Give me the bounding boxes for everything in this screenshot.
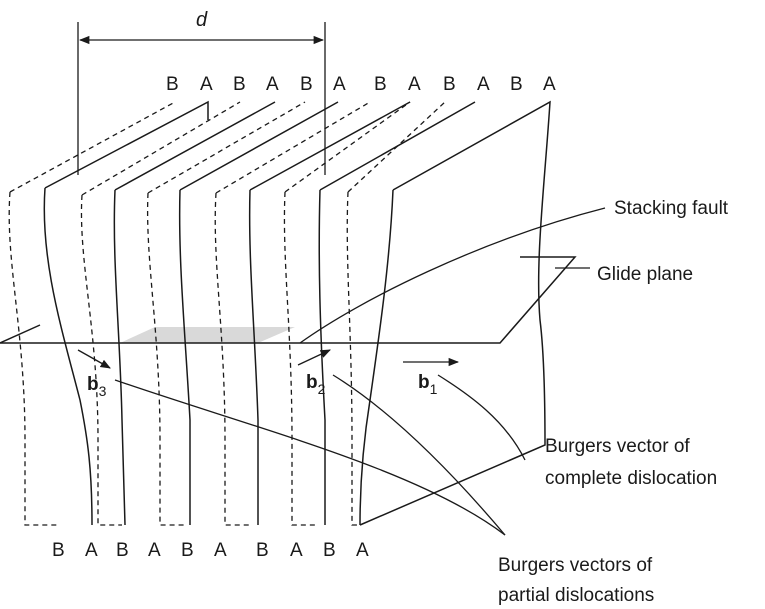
bottom-stacking-label: A xyxy=(214,540,227,561)
top-stacking-label: A xyxy=(543,74,556,95)
top-stacking-label: B xyxy=(510,74,523,95)
glide-plane-label: Glide plane xyxy=(597,264,693,285)
partial-dislocations-label-line1: Burgers vectors of xyxy=(498,555,653,576)
bottom-stacking-label: B xyxy=(52,540,65,561)
bottom-stacking-label: B xyxy=(323,540,336,561)
top-stacking-label: A xyxy=(477,74,490,95)
bottom-stacking-label: B xyxy=(116,540,129,561)
leader-lines xyxy=(114,207,606,536)
atomic-planes-dashed xyxy=(8,101,446,526)
top-stacking-label: B xyxy=(374,74,387,95)
bottom-stacking-label: A xyxy=(148,540,161,561)
spacing-label: d xyxy=(196,9,208,31)
partial-dislocations-label-line2: partial dislocations xyxy=(498,585,654,606)
complete-dislocation-label-line2: complete dislocation xyxy=(545,468,717,489)
b1-label: b1 xyxy=(418,372,438,397)
spacing-dimension xyxy=(77,22,326,175)
top-stacking-sequence: B A B A B A B A B A B A xyxy=(166,74,556,95)
bottom-stacking-label: B xyxy=(256,540,269,561)
top-stacking-label: A xyxy=(200,74,213,95)
atomic-planes-solid xyxy=(43,100,551,526)
top-stacking-label: B xyxy=(233,74,246,95)
stacking-fault-label: Stacking fault xyxy=(614,198,729,219)
stacking-fault-region xyxy=(120,327,295,343)
bottom-stacking-label: A xyxy=(356,540,369,561)
top-stacking-label: A xyxy=(408,74,421,95)
top-stacking-label: B xyxy=(166,74,179,95)
top-stacking-label: A xyxy=(333,74,346,95)
glide-plane-outline xyxy=(0,256,577,344)
complete-dislocation-label-line1: Burgers vector of xyxy=(545,436,690,457)
bottom-stacking-sequence: B A B A B A B A B A xyxy=(52,540,369,561)
b3-arrow xyxy=(77,349,111,369)
b2-label: b2 xyxy=(306,372,326,397)
bottom-stacking-label: A xyxy=(290,540,303,561)
top-stacking-label: B xyxy=(300,74,313,95)
bottom-stacking-label: B xyxy=(181,540,194,561)
b2-arrow xyxy=(297,349,331,366)
b3-label: b3 xyxy=(87,374,107,399)
top-stacking-label: A xyxy=(266,74,279,95)
top-stacking-label: B xyxy=(443,74,456,95)
bottom-stacking-label: A xyxy=(85,540,98,561)
